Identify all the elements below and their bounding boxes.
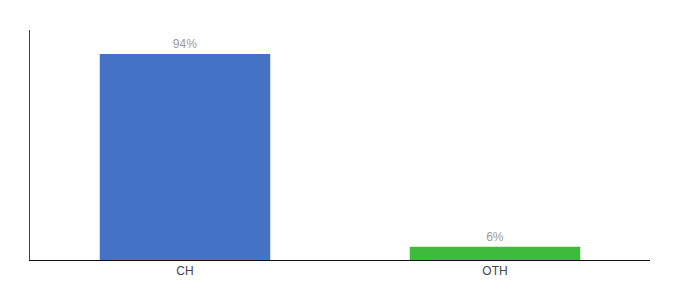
svg-text:94%: 94% — [173, 37, 197, 51]
svg-text:OTH: OTH — [482, 264, 507, 278]
svg-text:6%: 6% — [486, 230, 504, 244]
svg-text:CH: CH — [176, 264, 193, 278]
